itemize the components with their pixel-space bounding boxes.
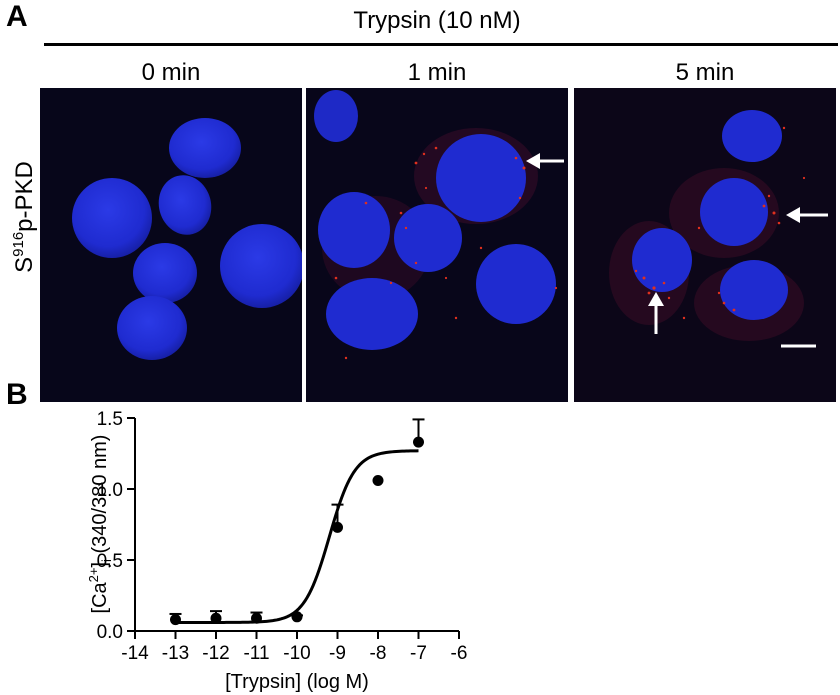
- y-tick-label: 0.0: [97, 622, 123, 643]
- nucleus: [700, 178, 768, 246]
- nucleus: [722, 110, 782, 162]
- x-tick-label: -7: [410, 643, 427, 664]
- data-point: [413, 436, 424, 448]
- nucleus: [720, 260, 788, 320]
- nucleus: [318, 192, 390, 268]
- data-point: [251, 612, 262, 624]
- nucleus: [220, 224, 302, 308]
- micrograph-1min: [306, 88, 568, 402]
- nucleus: [72, 178, 152, 258]
- x-tick-label: -11: [243, 643, 269, 664]
- arrow-1min: [526, 153, 564, 169]
- x-tick-label: -6: [451, 643, 468, 664]
- x-axis-label: [Trypsin] (log M): [225, 671, 369, 693]
- data-point: [332, 521, 343, 533]
- fit-curve: [175, 449, 419, 624]
- data-point: [372, 474, 384, 486]
- data-point: [291, 611, 303, 623]
- data-point: [210, 612, 222, 624]
- treatment-label: Trypsin (10 nM): [353, 7, 521, 34]
- nucleus: [169, 118, 241, 178]
- data-point: [170, 614, 181, 626]
- panel-b-letter: B: [6, 378, 28, 411]
- nucleus: [326, 278, 418, 350]
- y-tick-label: 1.5: [97, 409, 123, 430]
- time-label-1min: 1 min: [407, 59, 467, 86]
- x-tick-label: -13: [162, 643, 189, 664]
- micrograph-0min: [40, 88, 302, 402]
- time-label-5min: 5 min: [675, 59, 735, 86]
- nucleus: [117, 296, 187, 360]
- time-label-0min: 0 min: [141, 59, 201, 86]
- y-tick-label: 0.5: [97, 551, 123, 572]
- x-tick-label: -8: [370, 643, 387, 664]
- nucleus: [436, 134, 526, 222]
- panel-a-letter: A: [6, 0, 28, 33]
- arrow-5min-right: [786, 207, 828, 223]
- nucleus: [476, 244, 556, 324]
- x-tick-label: -14: [121, 643, 149, 664]
- x-tick-label: -10: [283, 643, 310, 664]
- y-tick-label: 1.0: [97, 480, 123, 501]
- x-tick-label: -12: [202, 643, 229, 664]
- y-axis-label: [Ca2+]i (340/380 nm): [86, 435, 114, 614]
- micrograph-5min: [574, 88, 836, 402]
- arrow-5min-up: [648, 292, 664, 334]
- nucleus: [632, 228, 692, 292]
- treatment-bar: [44, 43, 838, 46]
- nucleus: [394, 204, 462, 272]
- nucleus: [133, 243, 197, 303]
- nucleus: [158, 175, 212, 235]
- x-tick-label: -9: [329, 643, 346, 664]
